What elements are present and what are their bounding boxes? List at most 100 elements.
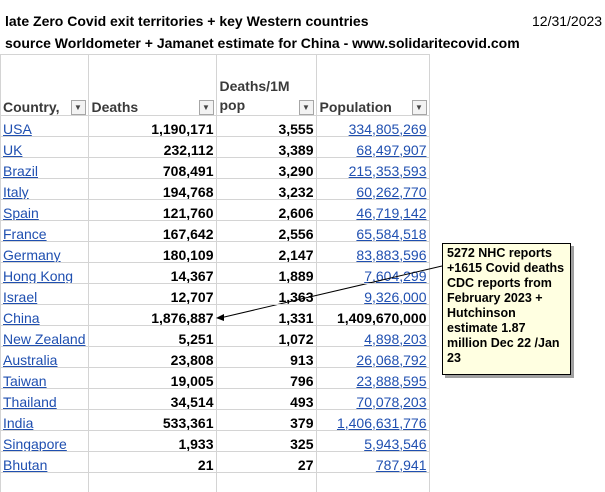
table-row: India 533,361 379 1,406,631,776: [0, 412, 430, 433]
table-row: New Zealand 5,251 1,072 4,898,203: [0, 328, 430, 349]
gridline: [0, 451, 430, 452]
gridline: [0, 136, 430, 137]
header-population-label: Population: [319, 99, 392, 115]
header-country[interactable]: Country, ▼: [0, 54, 89, 118]
country-link[interactable]: Israel: [3, 288, 38, 305]
population-link[interactable]: 60,262,770: [356, 183, 427, 200]
deaths-cell: 708,491: [162, 162, 214, 179]
header-deaths[interactable]: Deaths ▼: [89, 54, 217, 118]
population-link[interactable]: 215,353,593: [348, 162, 427, 179]
date-cell: 12/31/2023: [532, 13, 603, 29]
gridline: [0, 346, 430, 347]
header-deaths-label: Deaths: [91, 99, 139, 115]
deaths-cell: 14,367: [170, 267, 214, 284]
population-link[interactable]: 26,068,792: [356, 351, 427, 368]
table-row: USA 1,190,171 3,555 334,805,269: [0, 118, 430, 139]
gridline: [0, 367, 430, 368]
deaths-per-million-cell: 3,290: [278, 162, 314, 179]
country-link[interactable]: USA: [3, 120, 32, 137]
deaths-per-million-cell: 2,556: [278, 225, 314, 242]
table-row: Italy 194,768 3,232 60,262,770: [0, 181, 430, 202]
country-link[interactable]: Germany: [3, 246, 61, 263]
country-link[interactable]: China: [3, 309, 40, 326]
gridline: [0, 262, 430, 263]
deaths-cell: 1,190,171: [151, 120, 214, 137]
deaths-cell: 21: [197, 456, 214, 473]
country-link[interactable]: Spain: [3, 204, 39, 221]
deaths-per-million-cell: 3,555: [278, 120, 314, 137]
deaths-cell: 5,251: [178, 330, 214, 347]
population-link[interactable]: 83,883,596: [356, 246, 427, 263]
population-link[interactable]: 4,898,203: [364, 330, 427, 347]
population-link[interactable]: 5,943,546: [364, 435, 427, 452]
population-link[interactable]: 68,497,907: [356, 141, 427, 158]
deaths-per-million-cell: 1,072: [278, 330, 314, 347]
population-link[interactable]: 70,078,203: [356, 393, 427, 410]
dropdown-arrow-icon[interactable]: ▼: [198, 100, 214, 115]
deaths-per-million-cell: 493: [290, 393, 314, 410]
gridline: [0, 157, 430, 158]
table-row: Thailand 34,514 493 70,078,203: [0, 391, 430, 412]
deaths-cell: 121,760: [162, 204, 214, 221]
gridline: [0, 115, 430, 116]
country-link[interactable]: India: [3, 414, 34, 431]
gridline: [0, 304, 430, 305]
deaths-per-million-cell: 379: [290, 414, 314, 431]
gridline: [0, 283, 430, 284]
deaths-cell: 34,514: [170, 393, 214, 410]
deaths-cell: 12,707: [170, 288, 214, 305]
country-link[interactable]: Hong Kong: [3, 267, 74, 284]
country-link[interactable]: France: [3, 225, 47, 242]
gridline: [0, 178, 430, 179]
deaths-per-million-cell: 325: [290, 435, 314, 452]
gridline: [0, 430, 430, 431]
deaths-per-million-cell: 27: [297, 456, 314, 473]
population-link[interactable]: 334,805,269: [348, 120, 427, 137]
deaths-per-million-cell: 796: [290, 372, 314, 389]
population-link[interactable]: 1,406,631,776: [336, 414, 427, 431]
table-row: Spain 121,760 2,606 46,719,142: [0, 202, 430, 223]
gridline: [0, 199, 430, 200]
country-link[interactable]: New Zealand: [3, 330, 86, 347]
country-link[interactable]: Singapore: [3, 435, 67, 452]
gridline: [0, 54, 430, 55]
country-link[interactable]: UK: [3, 141, 23, 158]
deaths-cell: 232,112: [163, 141, 214, 158]
country-link[interactable]: Brazil: [3, 162, 39, 179]
gridline: [0, 472, 430, 473]
header-row: Country, ▼ Deaths ▼ Deaths/1M pop ▼ Populat…: [0, 54, 430, 118]
population-link[interactable]: 46,719,142: [356, 204, 427, 221]
filter-active-icon[interactable]: ▼: [70, 100, 86, 115]
header-country-label: Country,: [3, 99, 60, 115]
deaths-cell: 533,361: [162, 414, 214, 431]
comment-note[interactable]: 5272 NHC reports +1615 Covid deaths CDC …: [442, 243, 571, 375]
country-link[interactable]: Italy: [3, 183, 29, 200]
country-link[interactable]: Bhutan: [3, 456, 48, 473]
sheet-title: late Zero Covid exit territories + key W…: [5, 13, 369, 29]
population-link[interactable]: 65,584,518: [356, 225, 427, 242]
deaths-cell: 167,642: [162, 225, 214, 242]
population-link[interactable]: 787,941: [375, 456, 427, 473]
deaths-per-million-cell: 913: [290, 351, 314, 368]
gridline: [0, 409, 430, 410]
data-table: Country, ▼ Deaths ▼ Deaths/1M pop ▼ Populat…: [0, 54, 430, 475]
header-population[interactable]: Population ▼: [317, 54, 430, 118]
table-row: Australia 23,808 913 26,068,792: [0, 349, 430, 370]
table-row: Taiwan 19,005 796 23,888,595: [0, 370, 430, 391]
dropdown-arrow-icon[interactable]: ▼: [298, 100, 314, 115]
gridline: [0, 220, 430, 221]
country-link[interactable]: Taiwan: [3, 372, 47, 389]
deaths-per-million-cell: 2,147: [278, 246, 314, 263]
deaths-cell: 1,876,887: [151, 309, 214, 326]
table-row: Germany 180,109 2,147 83,883,596: [0, 244, 430, 265]
header-deaths-per-million[interactable]: Deaths/1M pop ▼: [217, 54, 317, 118]
country-link[interactable]: Thailand: [3, 393, 57, 410]
header-deaths-per-million-label: Deaths/1M pop: [219, 78, 290, 113]
table-row: France 167,642 2,556 65,584,518: [0, 223, 430, 244]
dropdown-arrow-icon[interactable]: ▼: [411, 100, 427, 115]
population-link[interactable]: 23,888,595: [356, 372, 427, 389]
gridline: [0, 388, 430, 389]
table-row: Bhutan 21 27 787,941: [0, 454, 430, 475]
country-link[interactable]: Australia: [3, 351, 58, 368]
deaths-cell: 1,933: [178, 435, 214, 452]
